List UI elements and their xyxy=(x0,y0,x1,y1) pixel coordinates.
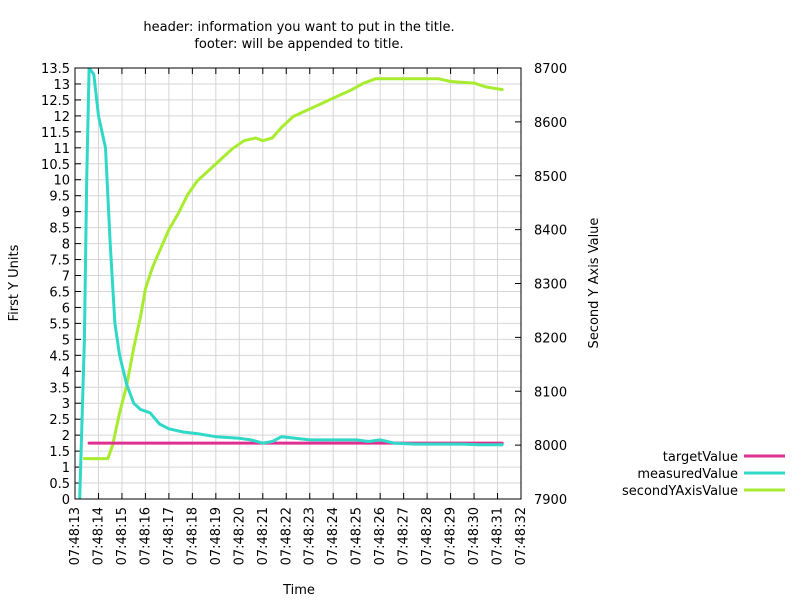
y-tick-label: 10.5 xyxy=(41,158,70,173)
series-line-secondYAxisValue xyxy=(82,77,504,461)
x-tick-label: 07:48:32 xyxy=(514,507,529,565)
x-tick-label: 07:48:18 xyxy=(185,507,200,565)
y-tick-label: 4.5 xyxy=(49,349,70,364)
x-tick-label: 07:48:31 xyxy=(491,507,506,565)
legend-label: secondYAxisValue xyxy=(622,484,738,499)
y-tick-label: 6.5 xyxy=(49,285,70,300)
x-tick-label: 07:48:24 xyxy=(326,507,341,565)
y-tick-label: 12.5 xyxy=(41,94,70,109)
chart-title: header: information you want to put in t… xyxy=(143,20,454,35)
x-tick-label: 07:48:29 xyxy=(444,507,459,565)
y2-tick-label: 8400 xyxy=(534,224,567,239)
y-tick-label: 0.5 xyxy=(49,477,70,492)
legend: targetValue measuredValue secondYAxisValue xyxy=(622,450,785,499)
y-tick-label: 13 xyxy=(53,78,70,93)
y-tick-label: 5 xyxy=(62,333,70,348)
y-tick-label: 10 xyxy=(53,174,70,189)
x-axis-label: Time xyxy=(282,583,315,598)
y2-tick-label: 8600 xyxy=(534,116,567,131)
x-tick-label: 07:48:27 xyxy=(397,507,412,565)
x-tick-label: 07:48:28 xyxy=(420,507,435,565)
legend-label: targetValue xyxy=(663,450,738,465)
y-tick-label: 9.5 xyxy=(49,190,70,205)
y2-tick-label: 8300 xyxy=(534,278,567,293)
y2-tick-label: 7900 xyxy=(534,493,567,508)
axes: 07:48:13 07:48:14 07:48:15 07:48:16 07:48:17… xyxy=(41,62,567,565)
x-tick-label: 07:48:15 xyxy=(115,507,130,565)
x-tick-label: 07:48:16 xyxy=(138,507,153,565)
series-lines xyxy=(78,68,504,499)
x-tick-label: 07:48:19 xyxy=(209,507,224,565)
y-tick-label: 6 xyxy=(62,301,70,316)
y-tick-label: 2 xyxy=(62,429,70,444)
x-tick-label: 07:48:26 xyxy=(373,507,388,565)
x-tick-label: 07:48:22 xyxy=(279,507,294,565)
x-tick-label: 07:48:17 xyxy=(162,507,177,565)
y-tick-label: 13.5 xyxy=(41,62,70,77)
y-tick-label: 1 xyxy=(62,461,70,476)
y-tick-label: 11.5 xyxy=(41,126,70,141)
legend-label: measuredValue xyxy=(637,467,738,482)
y2-tick-label: 8500 xyxy=(534,170,567,185)
x-tick-label: 07:48:30 xyxy=(467,507,482,565)
y-tick-label: 8.5 xyxy=(49,222,70,237)
y-tick-label: 7 xyxy=(62,270,70,285)
x-tick-label: 07:48:13 xyxy=(68,507,83,565)
x-tick-label: 07:48:21 xyxy=(256,507,271,565)
y-tick-label: 5.5 xyxy=(49,317,70,332)
y-axis-label: First Y Units xyxy=(7,244,22,321)
y-tick-label: 3.5 xyxy=(49,381,70,396)
y2-tick-label: 8100 xyxy=(534,385,567,400)
x-tick-label: 07:48:20 xyxy=(232,507,247,565)
y-tick-label: 8 xyxy=(62,238,70,253)
y-tick-label: 1.5 xyxy=(49,445,70,460)
plot-frame xyxy=(74,67,522,500)
y-tick-label: 11 xyxy=(53,142,70,157)
x-tick-label: 07:48:25 xyxy=(350,507,365,565)
y-tick-label: 2.5 xyxy=(49,413,70,428)
y2-tick-label: 8000 xyxy=(534,439,567,454)
y2-tick-label: 8200 xyxy=(534,331,567,346)
series-line-measuredValue xyxy=(78,68,504,499)
x-tick-label: 07:48:23 xyxy=(303,507,318,565)
y-tick-label: 7.5 xyxy=(49,254,70,269)
y2-tick-label: 8700 xyxy=(534,62,567,77)
y-tick-label: 9 xyxy=(62,206,70,221)
chart-subtitle: footer: will be appended to title. xyxy=(194,37,403,52)
x-tick-label: 07:48:14 xyxy=(91,507,106,565)
y-tick-label: 4 xyxy=(62,365,70,380)
y-tick-label: 3 xyxy=(62,397,70,412)
y2-axis-label: Second Y Axis Value xyxy=(587,218,602,349)
y-tick-label: 0 xyxy=(62,493,70,508)
grid xyxy=(75,68,521,499)
y-tick-label: 12 xyxy=(53,110,70,125)
